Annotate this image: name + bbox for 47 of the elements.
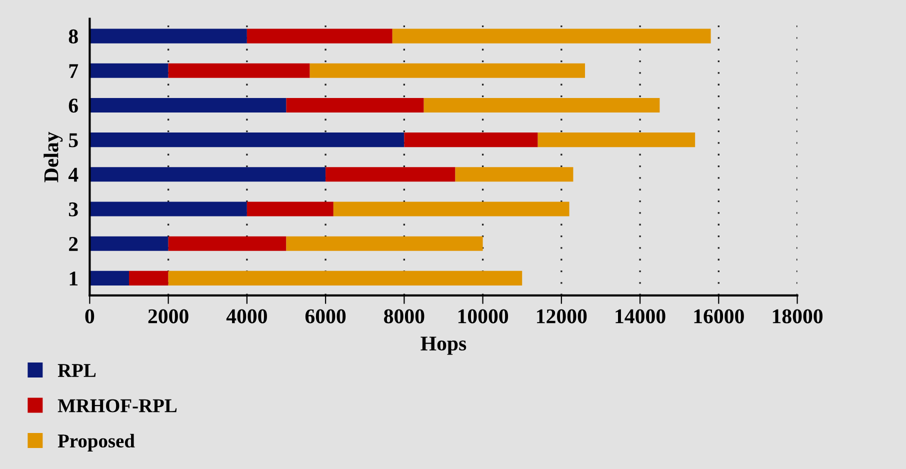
y-axis-title: Delay [44,132,63,182]
x-tick-label: 14000 [616,309,666,324]
y-tick-label: 1 [70,272,78,286]
bar [286,236,483,251]
bar [90,63,168,78]
bar [90,132,404,148]
bar [538,132,696,148]
bar [90,98,286,112]
bar [90,236,168,251]
bar [455,167,574,182]
bar [90,202,247,216]
bar [392,28,711,44]
legend-label: Proposed [58,434,135,452]
bar [333,202,570,216]
bar [168,236,286,251]
bar [168,270,522,286]
bar [310,63,586,78]
x-tick-label: 10000 [458,309,508,324]
bar [168,63,310,78]
x-axis-title: Hops [420,336,466,355]
y-tick-label: 8 [68,29,78,44]
bar [286,98,424,112]
x-tick-label: 12000 [537,309,587,324]
bar [90,28,247,44]
x-tick-label: 8000 [384,309,424,324]
y-tick-label: 4 [68,168,78,182]
bar [326,167,456,182]
bar [246,28,392,44]
x-tick-label: 2000 [148,309,188,324]
y-tick-label: 2 [69,237,78,251]
legend-label: MRHOF-RPL [58,399,177,412]
x-tick-label: 4000 [226,309,267,324]
x-tick-label: 18000 [772,309,823,324]
legend-label: RPL [58,364,96,377]
x-tick-label: 6000 [305,309,346,324]
bar [90,270,130,286]
bar [90,167,326,182]
bar [246,202,334,216]
y-tick-label: 7 [69,64,78,78]
y-tick-label: 3 [68,202,78,216]
bar [404,132,538,148]
x-tick-label: 16000 [694,309,744,324]
y-tick-label: 6 [68,98,78,113]
x-tick-label: 0 [85,309,94,324]
y-tick-label: 5 [69,133,78,148]
bar [424,98,660,112]
bar [129,270,168,286]
